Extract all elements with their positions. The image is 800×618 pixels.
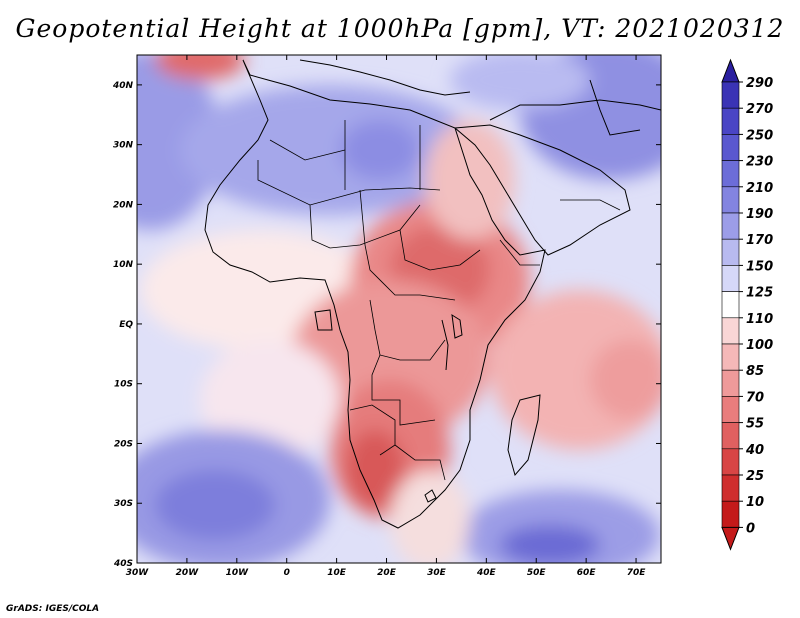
colorbar-top-arrow — [721, 58, 740, 83]
lon-tick-label: 20W — [176, 568, 200, 578]
colorbar-segment — [721, 291, 740, 319]
lon-tick-label: 40E — [476, 568, 497, 578]
colorbar-segment — [721, 186, 740, 214]
lon-tick-label: 10E — [327, 568, 347, 578]
colorbar-segment — [721, 500, 740, 528]
lat-tick-label: EQ — [119, 320, 133, 330]
colorbar-label: 210 — [746, 181, 773, 196]
colorbar-label: 270 — [746, 102, 773, 117]
colorbar-segment — [721, 396, 740, 423]
colorbar-segment — [721, 317, 740, 345]
colorbar-label: 40 — [745, 443, 764, 458]
map-frame — [136, 54, 662, 564]
grads-credit: GrADS: IGES/COLA — [6, 604, 100, 614]
colorbar-label: 230 — [746, 155, 773, 170]
colorbar-label: 110 — [746, 312, 773, 327]
axis-ticks: 30W 20W 10W 0 10E 20E 30E 40E 50E 60E 70E 40N 30N 20N… — [112, 55, 661, 578]
colorbar-label: 190 — [746, 207, 773, 222]
colorbar-segment — [721, 265, 740, 292]
lon-tick-label: 10W — [226, 568, 250, 578]
lon-tick-label: 0 — [284, 568, 290, 578]
lon-tick-label: 30E — [427, 568, 447, 578]
lat-tick-label: 10N — [113, 260, 134, 270]
lon-tick-label: 30W — [126, 568, 150, 578]
height-field — [137, 55, 661, 563]
lon-tick-label: 70E — [627, 568, 647, 578]
colorbar-label: 25 — [746, 469, 764, 484]
lat-tick-label: 20S — [114, 439, 133, 449]
lat-tick-label: 30S — [114, 499, 133, 509]
lat-tick-label: 20N — [113, 200, 134, 210]
lat-tick-label: 40N — [112, 81, 134, 91]
colorbar-label: 170 — [746, 233, 773, 248]
colorbar-segment — [721, 160, 740, 188]
colorbar-segment — [721, 474, 740, 502]
colorbar-segment — [721, 134, 740, 161]
colorbar-segment — [721, 422, 740, 450]
colorbar-segment — [721, 369, 740, 397]
lat-tick-label: 40S — [113, 559, 133, 569]
country-borders — [257, 120, 621, 481]
lat-tick-label: 10S — [114, 380, 133, 390]
lon-tick-label: 20E — [377, 568, 397, 578]
colorbar-label: 150 — [746, 259, 773, 274]
colorbar: 2902702502302101901701501251101008570554… — [721, 58, 773, 551]
lon-tick-label: 60E — [577, 568, 597, 578]
colorbar-label: 10 — [746, 495, 764, 510]
colorbar-label: 125 — [746, 286, 773, 301]
colorbar-label: 55 — [746, 417, 764, 432]
colorbar-segment — [721, 81, 740, 109]
lat-tick-label: 30N — [113, 141, 134, 151]
colorbar-label: 100 — [746, 338, 773, 353]
lon-tick-label: 50E — [527, 568, 547, 578]
colorbar-segment — [721, 343, 740, 371]
colorbar-label: 250 — [746, 128, 773, 143]
colorbar-segment — [721, 448, 740, 476]
colorbar-label: 70 — [746, 390, 764, 405]
coastlines — [204, 59, 661, 529]
colorbar-label: 85 — [746, 364, 764, 379]
colorbar-segment — [721, 212, 740, 240]
colorbar-segment — [721, 238, 740, 266]
colorbar-label: 0 — [746, 521, 755, 536]
colorbar-label: 290 — [746, 76, 773, 91]
map-title: Geopotential Height at 1000hPa [gpm], VT… — [15, 14, 785, 43]
colorbar-segment — [721, 107, 740, 135]
colorbar-bottom-arrow — [721, 526, 740, 551]
